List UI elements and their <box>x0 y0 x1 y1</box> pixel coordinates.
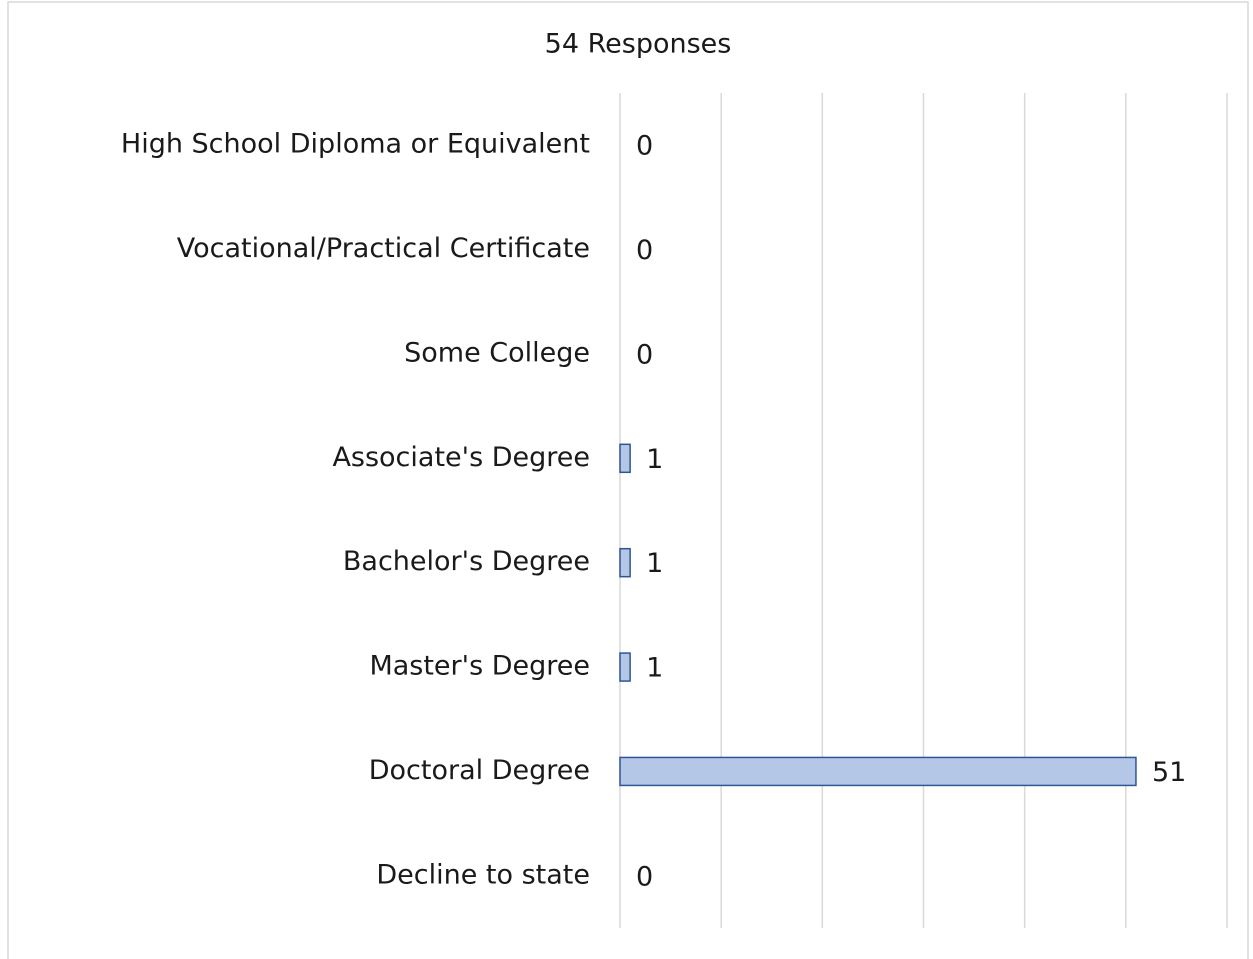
y-tick-label: High School Diploma or Equivalent <box>121 129 590 160</box>
y-tick-label: Some College <box>404 337 590 368</box>
y-tick-label: Doctoral Degree <box>369 755 590 786</box>
y-tick-label: Vocational/Practical Certificate <box>177 233 590 264</box>
chart-title: 54 Responses <box>545 29 732 60</box>
data-label: 1 <box>646 548 663 579</box>
data-label: 1 <box>646 444 663 475</box>
bar <box>619 443 631 474</box>
bar <box>619 547 631 578</box>
y-tick-label: Master's Degree <box>369 651 590 682</box>
y-tick-label: Decline to state <box>376 859 590 890</box>
data-label: 0 <box>636 339 653 370</box>
data-label: 0 <box>636 131 653 162</box>
chart-border <box>7 1 1249 959</box>
data-label: 0 <box>636 235 653 266</box>
data-label: 0 <box>636 861 653 892</box>
y-tick-label: Bachelor's Degree <box>343 546 590 577</box>
bar <box>619 652 631 682</box>
y-tick-label: Associate's Degree <box>332 442 590 473</box>
data-label: 51 <box>1152 757 1186 788</box>
bar <box>619 756 1137 787</box>
data-label: 1 <box>646 653 663 684</box>
